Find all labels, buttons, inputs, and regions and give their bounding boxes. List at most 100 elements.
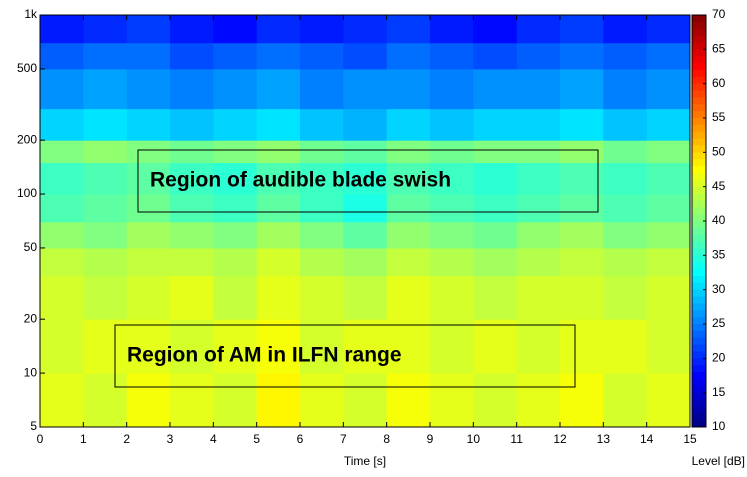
colorbar-segment xyxy=(692,241,706,249)
colorbar-segment xyxy=(692,49,706,57)
heat-cell xyxy=(126,162,171,195)
colorbar-segment xyxy=(692,262,706,270)
heat-cell xyxy=(516,108,561,141)
heat-cell xyxy=(430,221,474,249)
heat-cell xyxy=(40,42,84,70)
colorbar-segment xyxy=(692,152,706,160)
heat-cell xyxy=(646,140,691,164)
colorbar-segment xyxy=(692,310,706,318)
annotation-box xyxy=(114,324,576,388)
y-tick-label: 200 xyxy=(17,132,37,146)
heat-cell xyxy=(343,319,388,374)
colorbar-segment xyxy=(692,76,706,85)
x-tick-label: 11 xyxy=(510,432,523,446)
heat-cell xyxy=(473,194,518,223)
heat-cell xyxy=(40,162,84,195)
heat-cell xyxy=(646,373,691,428)
y-tick-label: 100 xyxy=(17,186,37,200)
colorbar-segment xyxy=(692,378,706,387)
heat-cell xyxy=(560,319,604,374)
heat-cell xyxy=(300,275,344,320)
x-tick-label: 14 xyxy=(640,432,654,446)
colorbar-segment xyxy=(692,303,706,311)
heat-cell xyxy=(300,162,344,195)
heat-cell xyxy=(126,373,171,428)
heat-cell xyxy=(256,373,301,428)
colorbar-segment xyxy=(692,207,706,215)
heat-cell xyxy=(473,275,518,320)
heat-cell xyxy=(516,15,561,44)
colorbar-tick-label: 10 xyxy=(712,419,726,433)
heat-cell xyxy=(40,68,84,110)
heat-cell xyxy=(603,319,648,374)
colorbar-tick-label: 35 xyxy=(712,248,726,262)
heat-cell xyxy=(83,68,128,110)
heat-cell xyxy=(603,275,648,320)
colorbar-segment xyxy=(692,399,706,407)
heat-cell xyxy=(40,140,84,164)
colorbar-label: Level [dB] xyxy=(692,454,745,468)
annotation-box xyxy=(137,149,599,213)
heat-cell xyxy=(343,373,388,428)
heat-cell xyxy=(430,140,474,164)
heat-cell xyxy=(473,140,518,164)
heat-cell xyxy=(386,162,431,195)
heat-cell xyxy=(516,319,561,374)
x-tick-label: 10 xyxy=(467,432,481,446)
heat-cell xyxy=(343,162,388,195)
heat-cell xyxy=(256,194,301,223)
colorbar-segment xyxy=(692,15,706,23)
colorbar-segment xyxy=(692,42,706,50)
heat-cell xyxy=(560,68,604,110)
heat-cell xyxy=(126,247,171,277)
heat-cell xyxy=(516,162,561,195)
heat-cell xyxy=(386,68,431,110)
heat-cell xyxy=(560,42,604,70)
heat-cell xyxy=(83,247,128,277)
heat-cell xyxy=(603,373,648,428)
colorbar-tick-label: 65 xyxy=(712,42,726,56)
heat-cell xyxy=(300,194,344,223)
heat-cell xyxy=(256,42,301,70)
heat-cell xyxy=(126,68,171,110)
heat-cell xyxy=(603,68,648,110)
heat-cell xyxy=(386,194,431,223)
heat-cell xyxy=(430,15,474,44)
heat-cell xyxy=(83,319,128,374)
colorbar-segment xyxy=(692,138,706,146)
colorbar-segment xyxy=(692,131,706,140)
heat-cell xyxy=(83,221,128,249)
heat-cell xyxy=(430,42,474,70)
colorbar-segment xyxy=(692,282,706,291)
heat-cell xyxy=(603,108,648,141)
colorbar-tick-label: 55 xyxy=(712,110,726,124)
heat-cell xyxy=(300,108,344,141)
heat-cell xyxy=(646,68,691,110)
heat-cell xyxy=(646,221,691,249)
heat-cell xyxy=(473,221,518,249)
colorbar-segment xyxy=(692,118,706,126)
heat-cell xyxy=(646,319,691,374)
heat-cell xyxy=(213,140,258,164)
heat-cell xyxy=(213,42,258,70)
colorbar-segment xyxy=(692,392,706,401)
heat-cell xyxy=(646,275,691,320)
x-tick-label: 0 xyxy=(37,432,44,446)
plot-frame xyxy=(39,14,691,428)
heat-cell xyxy=(430,162,474,195)
x-tick-label: 5 xyxy=(253,432,260,446)
colorbar-segment xyxy=(692,351,706,359)
heat-cell xyxy=(560,221,604,249)
heat-cell xyxy=(646,162,691,195)
heat-cell xyxy=(473,319,518,374)
colorbar-segment xyxy=(692,317,706,325)
colorbar-segment xyxy=(692,269,706,277)
x-tick-label: 7 xyxy=(340,432,347,446)
heat-cell xyxy=(473,68,518,110)
heat-cell xyxy=(430,108,474,141)
y-tick-label: 5 xyxy=(30,419,37,433)
heat-cell xyxy=(256,247,301,277)
colorbar-tick-label: 30 xyxy=(712,282,726,296)
colorbar-tick-label: 15 xyxy=(712,385,726,399)
heat-cell xyxy=(40,319,84,374)
